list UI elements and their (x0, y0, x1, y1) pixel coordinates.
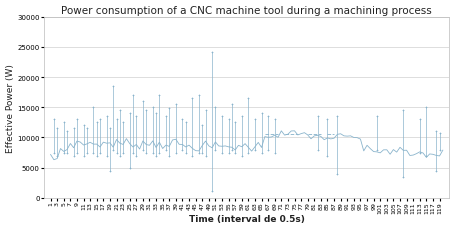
X-axis label: Time (interval de 0.5s): Time (interval de 0.5s) (189, 215, 305, 224)
Y-axis label: Effective Power (W): Effective Power (W) (5, 64, 15, 152)
Title: Power consumption of a CNC machine tool during a machining process: Power consumption of a CNC machine tool … (61, 5, 432, 16)
